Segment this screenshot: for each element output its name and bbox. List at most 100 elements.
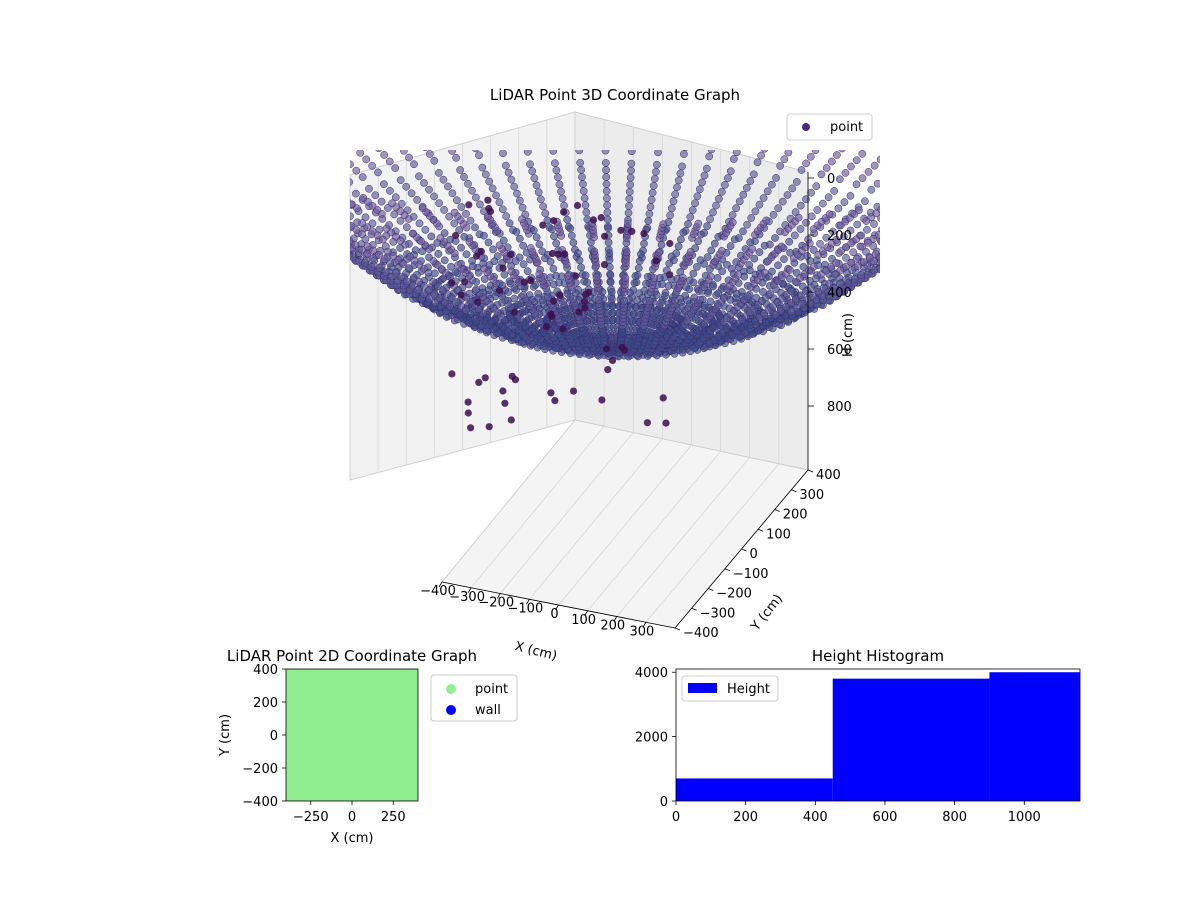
point-marker <box>964 195 971 202</box>
point-marker <box>560 201 568 210</box>
point-marker <box>415 172 423 181</box>
point-marker <box>730 235 739 244</box>
point-marker <box>386 71 393 78</box>
point-marker <box>227 135 234 142</box>
point-marker <box>876 155 880 164</box>
hist-legend-label: Height <box>727 682 770 697</box>
point-marker <box>718 267 727 276</box>
point-marker <box>580 194 589 203</box>
point-marker <box>345 128 352 135</box>
point-marker <box>671 190 680 199</box>
point-marker <box>790 72 797 79</box>
point-marker <box>475 151 483 160</box>
point-marker <box>425 286 434 294</box>
point-marker <box>265 166 272 173</box>
point-marker <box>980 175 987 182</box>
point-marker <box>667 252 676 261</box>
point-marker <box>451 268 460 276</box>
point-marker <box>327 109 334 116</box>
point-marker <box>337 247 344 254</box>
point-marker <box>350 212 354 221</box>
point-marker <box>350 198 351 202</box>
point-marker <box>935 213 942 220</box>
point-marker <box>858 174 867 183</box>
point-marker <box>792 303 801 312</box>
point-marker <box>707 246 716 255</box>
point-marker <box>1010 144 1017 151</box>
x-tick-label: 800 <box>942 810 967 825</box>
point-marker <box>458 109 465 116</box>
point-marker <box>631 272 640 280</box>
point-marker <box>279 97 286 104</box>
point-marker <box>330 199 337 206</box>
point-marker <box>303 219 310 226</box>
point-marker <box>397 273 406 281</box>
point-marker <box>827 157 836 166</box>
point-marker <box>457 243 465 252</box>
point-marker <box>261 153 268 160</box>
point-marker <box>561 250 569 258</box>
point-marker <box>896 247 903 254</box>
point-marker <box>350 253 357 261</box>
point-marker <box>304 188 311 195</box>
point-marker <box>385 157 394 166</box>
point-marker <box>750 170 758 179</box>
point-marker <box>890 230 897 237</box>
point-marker <box>829 227 837 236</box>
2d-y-ticks: 400 200 0 −200 −400 <box>242 663 286 810</box>
point-marker <box>437 127 444 134</box>
point-marker <box>905 233 912 240</box>
point-marker <box>660 106 667 113</box>
point-marker <box>888 254 895 261</box>
point-marker <box>569 238 578 247</box>
point-marker <box>905 239 912 246</box>
point-marker <box>800 52 807 59</box>
point-marker <box>643 272 652 281</box>
2d-legend-wall-label: wall <box>475 703 501 718</box>
point-marker <box>505 77 512 84</box>
hist-bar <box>832 678 990 801</box>
point-marker <box>438 57 445 64</box>
point-marker <box>686 248 695 256</box>
point-marker <box>222 144 229 151</box>
point-marker <box>755 200 764 209</box>
point-marker <box>659 394 667 402</box>
point-marker <box>417 84 424 91</box>
point-marker <box>734 51 741 58</box>
point-marker <box>324 236 331 243</box>
point-marker <box>654 150 662 157</box>
point-marker <box>430 290 439 298</box>
point-marker <box>315 121 322 128</box>
point-marker <box>549 280 558 289</box>
point-marker <box>276 165 283 172</box>
point-marker <box>414 286 423 294</box>
point-marker <box>425 98 432 105</box>
point-marker <box>247 162 254 169</box>
point-marker <box>340 48 347 55</box>
point-marker <box>927 226 934 233</box>
point-marker <box>891 198 898 205</box>
point-marker <box>295 196 302 203</box>
point-marker <box>225 87 232 94</box>
hist-legend: Height <box>681 675 779 702</box>
point-marker <box>361 213 370 222</box>
point-marker <box>908 225 915 232</box>
point-marker <box>380 112 387 119</box>
point-marker <box>279 192 286 199</box>
point-marker <box>822 233 831 242</box>
point-marker <box>279 194 286 201</box>
point-marker <box>528 167 537 176</box>
point-marker <box>987 117 994 124</box>
point-marker <box>920 217 927 224</box>
2d-y-label: Y (cm) <box>218 714 233 757</box>
point-marker <box>519 260 528 269</box>
point-marker <box>857 271 865 279</box>
point-marker <box>859 258 868 266</box>
point-marker <box>787 287 795 295</box>
point-marker <box>340 218 347 225</box>
3d-y-label: Y (cm) <box>748 592 786 635</box>
point-marker <box>399 260 408 268</box>
point-marker <box>466 216 475 225</box>
point-marker <box>375 251 383 259</box>
point-marker <box>328 216 335 223</box>
